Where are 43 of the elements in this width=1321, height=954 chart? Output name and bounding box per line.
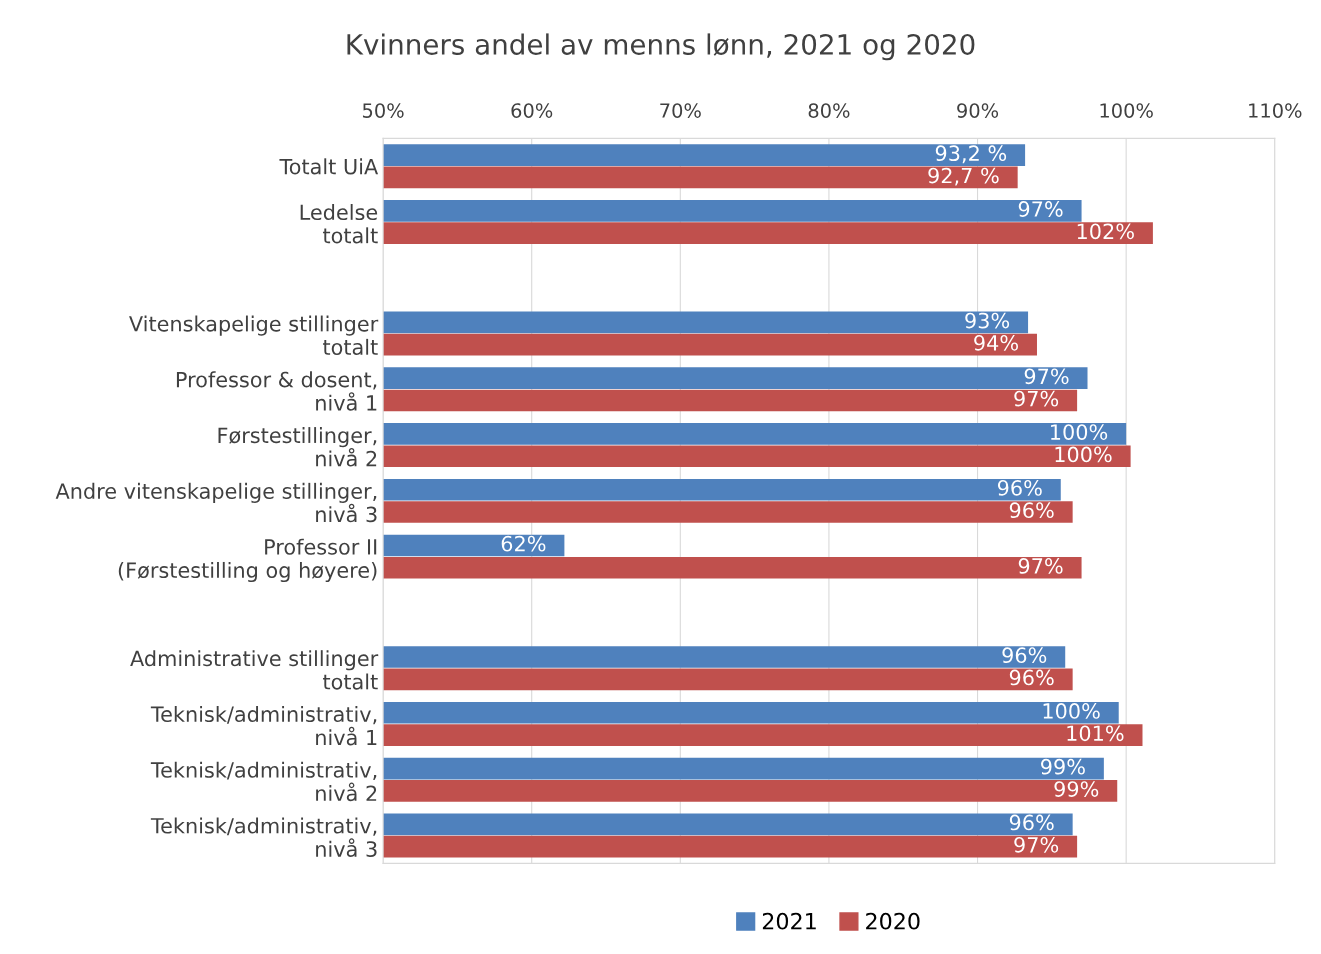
x-tick-label: 100%: [1100, 103, 1153, 118]
x-tick-label: 70%: [660, 103, 701, 118]
data-label: 92,7 %: [928, 167, 999, 186]
y-tick-label: Ledelse totalt: [300, 203, 378, 244]
x-tick-label: 50%: [362, 103, 404, 118]
data-label: 93%: [965, 312, 1010, 329]
y-tick-label: Administrative stillinger totalt: [130, 650, 379, 690]
data-label: 94%: [974, 334, 1018, 351]
data-label: 102%: [1077, 223, 1134, 240]
data-label: 93,2 %: [935, 145, 1007, 164]
data-label: 97%: [1014, 836, 1059, 853]
data-label: 100%: [1051, 424, 1108, 440]
data-label: 97%: [1014, 390, 1059, 407]
data-label: 97%: [1018, 558, 1063, 574]
data-label: 96%: [1009, 502, 1054, 519]
data-label: 62%: [501, 535, 546, 552]
y-tick-label: Andre vitenskapelige stillinger, nivå 3: [55, 482, 377, 523]
y-tick-label: Førstestillinger, nivå 2: [218, 427, 377, 467]
legend-label: 2020: [866, 912, 920, 930]
x-tick-label: 110%: [1249, 103, 1302, 118]
chart-title: Kvinners andel av menns lønn, 2021 og 2020: [347, 33, 975, 61]
data-label: 97%: [1018, 201, 1063, 217]
data-label: 96%: [997, 479, 1042, 496]
data-label: 100%: [1055, 446, 1112, 463]
data-label: 97%: [1024, 368, 1069, 385]
y-tick-label: Professor & dosent, nivå 1: [176, 371, 377, 411]
x-tick-label: 90%: [957, 103, 999, 118]
legend-label: 2021: [762, 912, 816, 930]
y-tick-label: Totalt UiA: [279, 158, 379, 175]
data-label: 100%: [1043, 703, 1100, 719]
data-label: 99%: [1054, 781, 1099, 797]
data-label: 96%: [1002, 647, 1047, 664]
y-tick-label: Teknisk/administrativ, nivå 1: [150, 705, 377, 746]
data-label: 99%: [1041, 758, 1085, 775]
data-label: 96%: [1009, 814, 1054, 831]
y-tick-label: Teknisk/administrativ, nivå 2: [150, 761, 377, 802]
y-tick-label: Professor II (Førstestilling og høyere): [118, 538, 377, 583]
data-label: 101%: [1067, 725, 1124, 742]
x-tick-label: 80%: [808, 103, 850, 118]
y-tick-label: Vitenskapelige stillinger totalt: [129, 315, 379, 355]
data-label: 96%: [1009, 669, 1054, 686]
y-tick-label: Teknisk/administrativ, nivå 3: [150, 817, 377, 857]
x-tick-label: 60%: [511, 103, 553, 118]
